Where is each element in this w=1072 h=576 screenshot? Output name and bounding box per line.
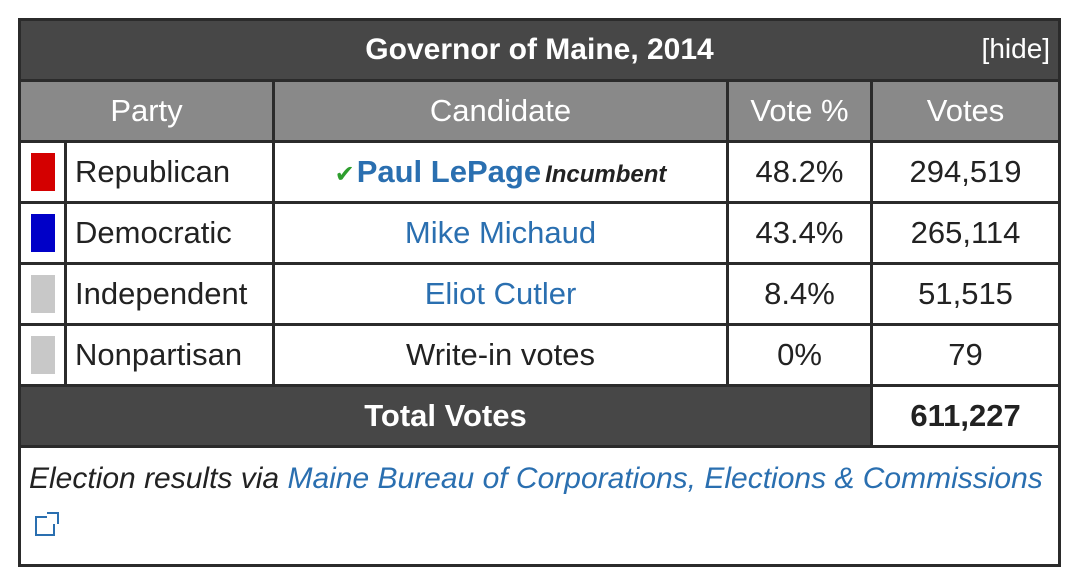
table-row: Nonpartisan Write-in votes 0% 79	[18, 323, 1062, 387]
source-link[interactable]: Maine Bureau of Corporations, Elections …	[287, 462, 1043, 495]
header-candidate: Candidate	[272, 79, 729, 143]
party-color-cell	[18, 140, 67, 204]
source-note: Election results via Maine Bureau of Cor…	[17, 445, 1062, 567]
vote-percent: 48.2%	[726, 140, 873, 204]
vote-count: 294,519	[869, 140, 1062, 204]
candidate-cell: Eliot Cutler	[272, 262, 729, 326]
table-row: Democratic Mike Michaud 43.4% 265,114	[18, 201, 1062, 265]
party-color-cell	[18, 201, 67, 265]
election-results-box: Governor of Maine, 2014 [hide] Party Can…	[17, 18, 1062, 567]
party-color-cell	[18, 323, 67, 387]
vote-percent: 8.4%	[726, 262, 873, 326]
vote-percent: 43.4%	[726, 201, 873, 265]
candidate-cell: Write-in votes	[272, 323, 729, 387]
candidate-link[interactable]: Paul LePage	[356, 154, 542, 189]
checkmark-icon: ✔	[334, 161, 355, 188]
party-color-swatch	[30, 275, 55, 313]
hide-toggle[interactable]: [hide]	[981, 33, 1051, 64]
vote-percent: 0%	[726, 323, 873, 387]
total-votes-label: Total Votes	[18, 384, 873, 448]
table-title: Governor of Maine, 2014	[365, 33, 714, 66]
party-name: Democratic	[64, 201, 275, 265]
vote-count: 51,515	[869, 262, 1062, 326]
table-title-cell: Governor of Maine, 2014 [hide]	[17, 18, 1062, 82]
total-votes-value: 611,227	[869, 384, 1062, 448]
party-color-cell	[18, 262, 67, 326]
incumbent-label: Incumbent	[545, 161, 667, 188]
table-row: Republican ✔Paul LePage Incumbent 48.2% 2…	[18, 140, 1062, 204]
candidate-cell: ✔Paul LePage Incumbent	[272, 140, 729, 204]
vote-count: 79	[869, 323, 1062, 387]
party-color-swatch	[30, 336, 55, 374]
party-color-swatch	[30, 153, 55, 191]
party-color-swatch	[30, 214, 55, 252]
candidate-link[interactable]: Mike Michaud	[404, 215, 597, 250]
header-vote-percent: Vote %	[726, 79, 873, 143]
vote-count: 265,114	[869, 201, 1062, 265]
candidate-cell: Mike Michaud	[272, 201, 729, 265]
source-prefix: Election results via	[29, 462, 280, 495]
header-votes: Votes	[869, 79, 1062, 143]
header-party: Party	[18, 79, 275, 143]
party-name: Republican	[64, 140, 275, 204]
table-row: Independent Eliot Cutler 8.4% 51,515	[18, 262, 1062, 326]
party-name: Nonpartisan	[64, 323, 275, 387]
election-results-table: Governor of Maine, 2014 [hide] Party Can…	[17, 18, 1062, 567]
external-link-icon	[35, 512, 59, 537]
party-name: Independent	[64, 262, 275, 326]
candidate-link[interactable]: Eliot Cutler	[424, 276, 577, 311]
